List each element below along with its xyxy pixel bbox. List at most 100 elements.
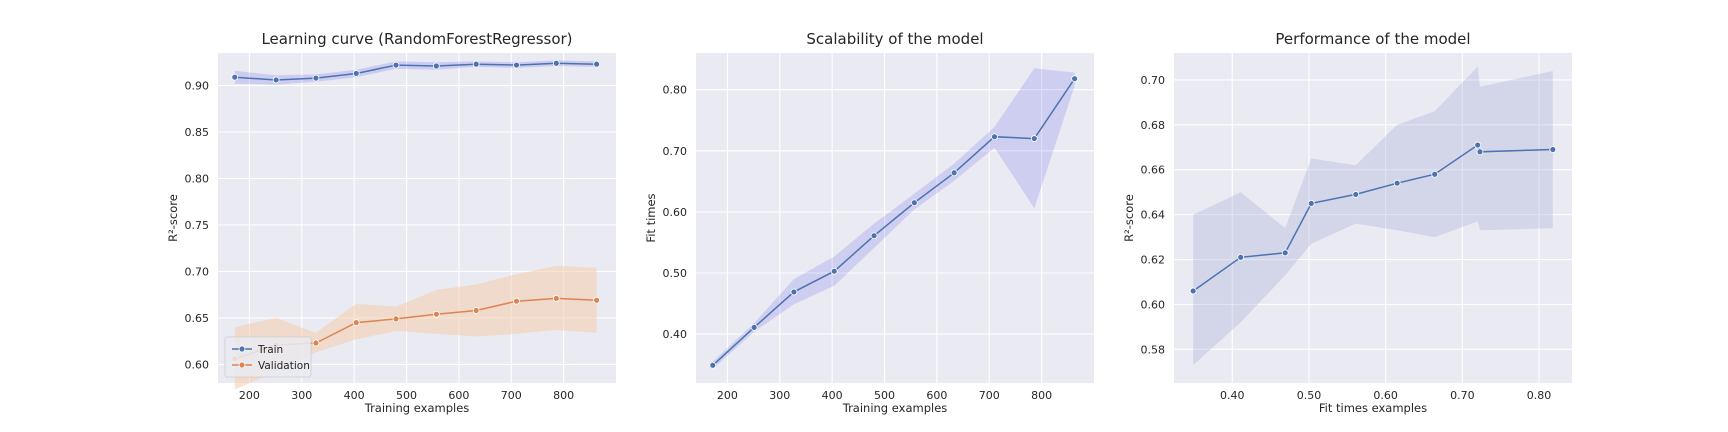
data-point [991,133,998,141]
x-tick-label: 800 [553,389,574,402]
x-tick-label: 0.60 [1373,389,1398,402]
data-point [352,70,360,77]
data-point [750,323,758,331]
data-point [272,76,280,84]
data-point [870,232,878,240]
y-tick-label: 0.70 [185,265,210,278]
data-point [910,199,918,207]
x-tick-label: 0.80 [1527,389,1552,402]
y-tick-label: 0.70 [663,145,688,158]
y-tick-label: 0.40 [663,328,688,341]
y-axis-label: R²-score [166,194,180,242]
y-tick-label: 0.65 [185,312,210,325]
series-line [234,62,597,81]
legend-box [224,336,312,378]
confidence-band [234,265,597,390]
data-point [1189,287,1197,295]
x-tick-label: 0.70 [1450,389,1475,402]
y-axis-label: Fit times [644,193,658,242]
y-tick-label: 0.60 [185,358,210,371]
x-tick-label: 200 [239,389,260,402]
data-point [432,310,440,318]
x-axis-label: Training examples [364,401,470,415]
data-point [513,297,520,305]
x-tick-label: 0.50 [1297,389,1322,402]
data-point [709,361,717,369]
legend: Train Validation [224,336,312,378]
y-axis-label: R²-score [1122,194,1136,242]
data-point [1237,253,1245,261]
x-tick-label: 300 [291,389,312,402]
data-point [1352,191,1360,198]
series-line [1192,143,1553,292]
data-point [1474,141,1482,149]
data-point [312,339,320,347]
data-point [593,296,601,304]
data-point [1071,75,1079,83]
data-point [392,315,400,323]
data-point [1476,148,1484,156]
performance-panel: 0.40 0.50 0.60 0.70 0.80 0.58 0.60 0.62 0.64 0.66… [1122,30,1572,415]
chart-title: Scalability of the model [806,30,983,48]
data-point [950,169,958,177]
x-tick-label: 400 [344,389,365,402]
x-tick-label: 800 [1031,389,1052,402]
data-point [352,319,360,326]
x-tick-label: 500 [396,389,417,402]
confidence-band [1193,66,1553,365]
y-tick-label: 0.60 [1141,298,1166,311]
performance-plot-area [1174,53,1572,383]
legend-marker [238,361,246,369]
data-point [1549,146,1557,153]
y-tick-label: 0.58 [1141,343,1166,356]
x-tick-label: 0.40 [1220,389,1245,402]
data-point [513,61,520,69]
learning-curve-panel: 200 300 400 500 600 700 800 0.60 0.65 0.70 0.75 0.8… [166,30,616,415]
data-point [432,62,440,70]
y-tick-label: 0.80 [663,84,688,97]
data-point [593,60,601,68]
data-point [552,295,560,302]
data-point [552,59,560,67]
data-point [1307,200,1315,207]
series-line [712,78,1076,366]
y-tick-label: 0.66 [1141,164,1166,177]
y-tick-label: 0.90 [185,80,210,93]
x-axis-label: Fit times examples [1319,401,1427,415]
scalability-panel: 200 300 400 500 600 700 800 0.40 0.50 0.60 0.70 0.8… [644,30,1094,415]
chart-title: Learning curve (RandomForestRegressor) [261,30,572,48]
confidence-band [234,60,597,85]
y-tick-label: 0.80 [185,172,210,185]
data-point [1431,170,1439,178]
data-point [231,73,239,81]
x-axis-label: Training examples [842,401,948,415]
x-tick-label: 400 [822,389,843,402]
data-point [830,267,838,275]
x-tick-label: 700 [979,389,1000,402]
y-tick-label: 0.50 [663,267,688,280]
y-tick-label: 0.60 [663,206,688,219]
y-tick-label: 0.64 [1141,209,1166,222]
x-tick-label: 500 [874,389,895,402]
legend-label: Validation [258,360,310,372]
legend-marker [238,345,246,353]
data-point [1281,249,1289,257]
data-point [472,60,480,68]
data-point [790,288,798,296]
legend-label: Train [257,344,283,356]
y-tick-label: 0.70 [1141,74,1166,87]
confidence-band [712,68,1075,369]
y-tick-label: 0.62 [1141,254,1166,267]
data-point [1030,135,1038,142]
y-tick-label: 0.68 [1141,119,1166,132]
data-point [312,74,320,82]
data-point [1393,179,1401,187]
y-tick-label: 0.75 [185,219,210,232]
chart-title: Performance of the model [1275,30,1470,48]
data-point [472,307,480,314]
x-tick-label: 200 [717,389,738,402]
x-tick-label: 300 [769,389,790,402]
y-tick-label: 0.85 [185,126,210,139]
x-tick-label: 600 [448,389,469,402]
